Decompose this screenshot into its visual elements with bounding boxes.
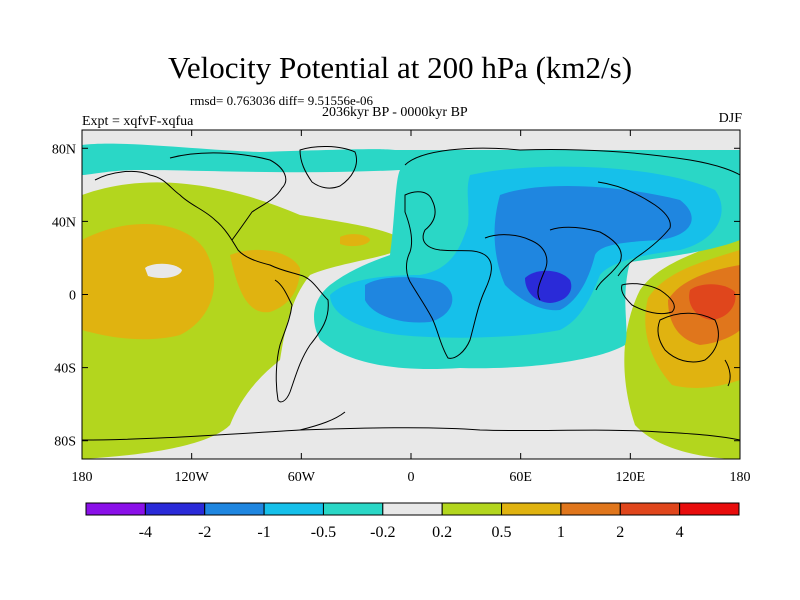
lat-tick-label: 80N (52, 142, 76, 157)
coastlines (81, 146, 741, 441)
colorbar-label: -4 (139, 524, 152, 541)
lon-tick-label: 60W (288, 470, 316, 485)
colorbar-swatch (619, 502, 681, 516)
experiment-label: Expt = xqfvF-xqfua (82, 114, 194, 129)
lat-tick-label: 80S (54, 435, 76, 450)
colorbar: -4 -2 -1 -0.5 -0.2 0.2 0.5 1 2 4 (85, 502, 740, 541)
lat-tick-label: 40N (52, 215, 76, 230)
lon-tick-label: 180 (730, 470, 751, 485)
colorbar-swatch (144, 502, 206, 516)
colorbar-label: 0.2 (432, 524, 452, 541)
colorbar-label: 2 (616, 524, 624, 541)
colorbar-label: -0.2 (370, 524, 395, 541)
stats-line: rmsd= 0.763036 diff= 9.51556e-06 (190, 93, 374, 108)
period-label: 2036kyr BP - 0000kyr BP (322, 105, 468, 120)
colorbar-label: -1 (257, 524, 270, 541)
lon-tick-label: 120W (175, 470, 210, 485)
colorbar-swatch (85, 502, 146, 516)
lat-tick-label: 0 (69, 289, 76, 304)
lon-tick-label: 180 (72, 470, 93, 485)
colorbar-swatch (204, 502, 265, 516)
colorbar-swatch (679, 502, 740, 516)
lon-axis: 180 120W 60W 0 60E 120E 180 (72, 130, 751, 485)
lat-tick-label: 40S (54, 362, 76, 377)
colorbar-label: 1 (557, 524, 565, 541)
colorbar-swatch (441, 502, 503, 516)
colorbar-swatch (322, 502, 384, 516)
contour-fill (82, 130, 740, 459)
colorbar-label: -2 (198, 524, 211, 541)
colorbar-swatch (501, 502, 562, 516)
map-title: Velocity Potential at 200 hPa (km2/s) (167, 50, 633, 85)
colorbar-label: 0.5 (492, 524, 512, 541)
colorbar-swatch (560, 502, 621, 516)
colorbar-label: 4 (676, 524, 684, 541)
colorbar-swatch (382, 502, 443, 516)
lon-tick-label: 0 (408, 470, 415, 485)
colorbar-label: -0.5 (311, 524, 336, 541)
lon-tick-label: 60E (509, 470, 532, 485)
colorbar-swatch (263, 502, 324, 516)
season-label: DJF (718, 111, 742, 126)
lat-axis: 80N 40N 0 40S 80S (52, 142, 740, 450)
lon-tick-label: 120E (616, 470, 646, 485)
